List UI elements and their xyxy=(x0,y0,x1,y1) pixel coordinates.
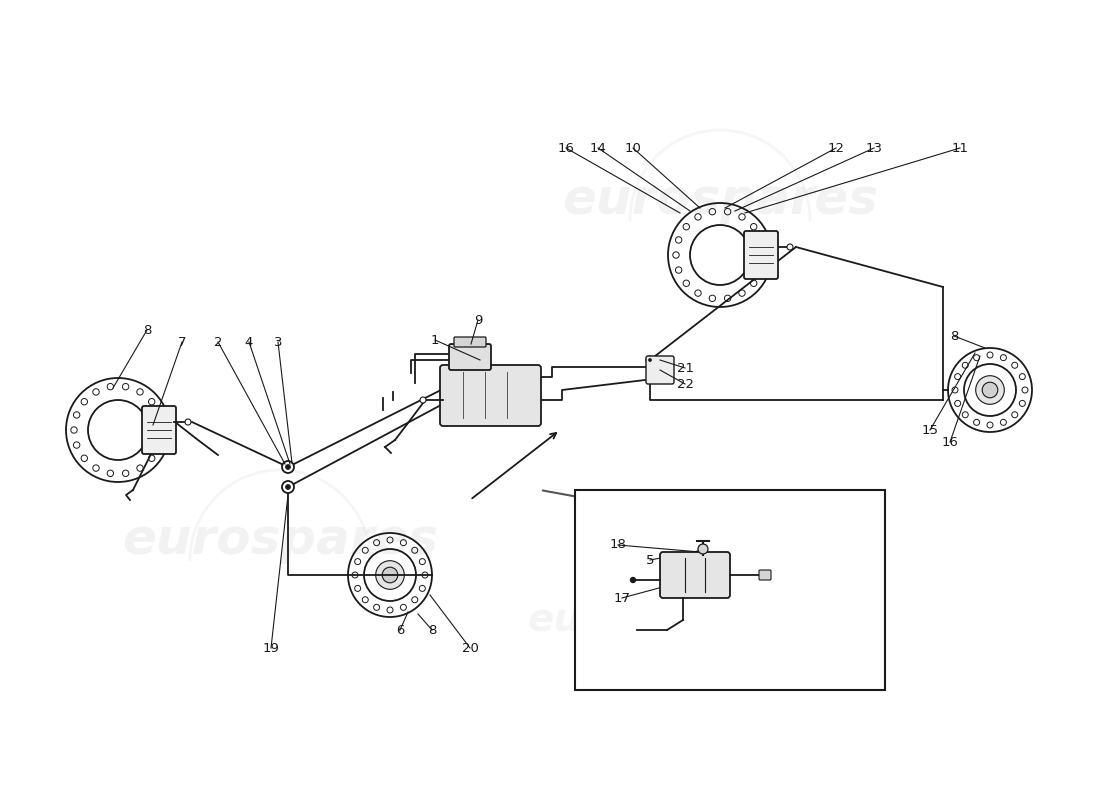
Text: eurospares: eurospares xyxy=(122,516,438,564)
Circle shape xyxy=(420,397,426,403)
Text: 6: 6 xyxy=(396,623,404,637)
Text: 5: 5 xyxy=(646,554,654,566)
Text: 2: 2 xyxy=(213,335,222,349)
Text: 19: 19 xyxy=(263,642,279,654)
Text: 12: 12 xyxy=(827,142,845,154)
Circle shape xyxy=(185,419,191,425)
Text: 11: 11 xyxy=(952,142,968,154)
Circle shape xyxy=(376,561,405,590)
Text: 9: 9 xyxy=(474,314,482,326)
Circle shape xyxy=(698,544,708,554)
Text: 20: 20 xyxy=(462,642,478,654)
Text: 14: 14 xyxy=(590,142,606,154)
Text: eurospares: eurospares xyxy=(527,601,773,639)
Text: 15: 15 xyxy=(922,423,938,437)
Text: 17: 17 xyxy=(614,591,630,605)
Text: 8: 8 xyxy=(428,623,437,637)
Text: 10: 10 xyxy=(625,142,641,154)
Text: 7: 7 xyxy=(178,335,186,349)
FancyBboxPatch shape xyxy=(454,337,486,347)
Bar xyxy=(575,490,886,690)
Text: 4: 4 xyxy=(245,335,253,349)
Text: 16: 16 xyxy=(942,435,958,449)
Text: 8: 8 xyxy=(143,323,151,337)
Text: 18: 18 xyxy=(609,538,626,551)
Circle shape xyxy=(286,485,290,490)
Text: 13: 13 xyxy=(866,142,882,154)
Circle shape xyxy=(646,356,654,364)
FancyBboxPatch shape xyxy=(744,231,778,279)
FancyBboxPatch shape xyxy=(646,356,674,384)
Text: eurospares: eurospares xyxy=(562,176,878,224)
Text: 1: 1 xyxy=(431,334,439,346)
Circle shape xyxy=(976,376,1004,404)
FancyBboxPatch shape xyxy=(759,570,771,580)
Circle shape xyxy=(382,567,398,582)
Text: 3: 3 xyxy=(274,335,283,349)
Circle shape xyxy=(630,578,636,582)
FancyBboxPatch shape xyxy=(660,552,730,598)
FancyBboxPatch shape xyxy=(449,344,491,370)
Circle shape xyxy=(282,461,294,473)
Text: 21: 21 xyxy=(676,362,693,374)
Circle shape xyxy=(649,358,651,362)
FancyBboxPatch shape xyxy=(142,406,176,454)
Circle shape xyxy=(786,244,793,250)
Circle shape xyxy=(982,382,998,398)
Circle shape xyxy=(286,465,290,470)
Text: 16: 16 xyxy=(558,142,574,154)
FancyBboxPatch shape xyxy=(440,365,541,426)
Circle shape xyxy=(282,481,294,493)
Text: 8: 8 xyxy=(949,330,958,342)
Text: 22: 22 xyxy=(676,378,693,390)
